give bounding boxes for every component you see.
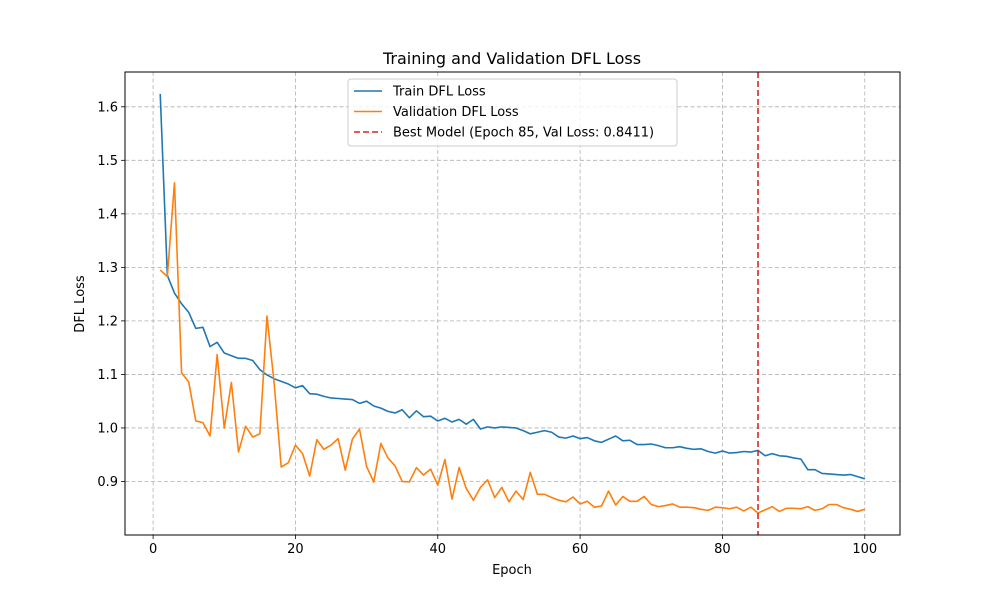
x-tick-label: 40: [430, 542, 447, 557]
legend: Train DFL Loss Validation DFL Loss Best Mo…: [347, 78, 678, 147]
legend-label: Validation DFL Loss: [393, 105, 519, 120]
y-tick-label: 1.1: [97, 368, 118, 383]
ticks-layer: 0 20 40 60 80 100 0.9 1.0 1.1 1.2 1.3 1.4 1.5 1.6: [97, 100, 877, 557]
legend-box: [347, 78, 678, 147]
y-tick-label: 1.4: [97, 207, 118, 222]
y-tick-label: 1.6: [97, 100, 118, 115]
x-tick-label: 80: [714, 542, 731, 557]
x-tick-label: 60: [572, 542, 589, 557]
y-tick-label: 0.9: [97, 475, 118, 490]
chart-title: Training and Validation DFL Loss: [382, 49, 641, 68]
y-tick-label: 1.0: [97, 421, 118, 436]
legend-label: Train DFL Loss: [392, 85, 486, 100]
y-tick-label: 1.3: [97, 261, 118, 276]
y-tick-label: 1.5: [97, 154, 118, 169]
x-axis-label: Epoch: [492, 563, 532, 578]
x-tick-label: 0: [149, 542, 157, 557]
y-tick-label: 1.2: [97, 314, 118, 329]
series-layer: [159, 72, 866, 535]
plot-frame: [124, 71, 901, 536]
x-tick-label: 100: [852, 542, 877, 557]
x-tick-label: 20: [287, 542, 304, 557]
y-axis-label: DFL Loss: [73, 275, 88, 333]
legend-label: Best Model (Epoch 85, Val Loss: 0.8411): [393, 126, 654, 141]
series-line-1: [159, 93, 866, 480]
series-line-2: [159, 182, 866, 514]
